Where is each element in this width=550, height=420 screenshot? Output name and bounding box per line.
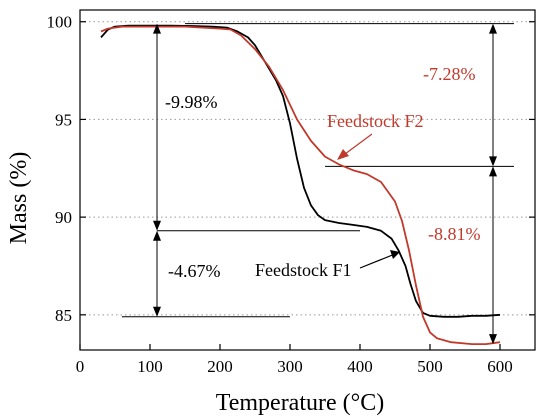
y-tick-label: 90 [55,208,72,227]
f2-pointer-head [337,149,349,160]
y-tick-label: 100 [47,13,73,32]
reference-lines [122,23,514,318]
measure-arrow-head [153,23,161,34]
axis-ticks: 0 100 200 300 400 500 600 85 90 95 100 [47,13,535,376]
x-tick-label: 100 [137,357,163,376]
measure-arrow-head [489,334,497,345]
plot-frame [79,9,536,351]
series-line-feedstock-f2 [100,25,501,345]
annotation-f2-drop1: -7.28% [423,64,476,84]
series-label-f2: Feedstock F2 [327,111,424,131]
measure-arrow-head [153,220,161,231]
f1-pointer-line [359,253,396,269]
x-tick-label: 300 [277,357,303,376]
series-label-f1: Feedstock F1 [255,260,352,280]
x-tick-label: 0 [76,357,85,376]
gridlines [80,21,535,316]
measure-arrow-head [153,306,161,317]
x-tick-label: 500 [417,357,443,376]
measure-arrow-head [489,156,497,167]
x-tick-label: 200 [207,357,233,376]
y-tick-label: 95 [55,110,72,129]
y-tick-label: 85 [55,306,72,325]
y-axis-label: Mass (%) [6,152,32,245]
measure-arrow-head [489,23,497,34]
measure-arrow-head [489,166,497,177]
annotation-f1-drop1: -9.98% [165,92,218,112]
annotation-f2-drop2: -8.81% [428,224,481,244]
f1-pointer-head [390,250,400,259]
measure-arrow-head [153,230,161,241]
x-tick-label: 400 [347,357,373,376]
x-axis-label: Temperature (°C) [216,390,385,416]
annotation-f1-drop2: -4.67% [168,261,221,281]
annotation-arrows [153,23,497,345]
series-group [100,24,501,345]
x-tick-label: 600 [487,357,513,376]
